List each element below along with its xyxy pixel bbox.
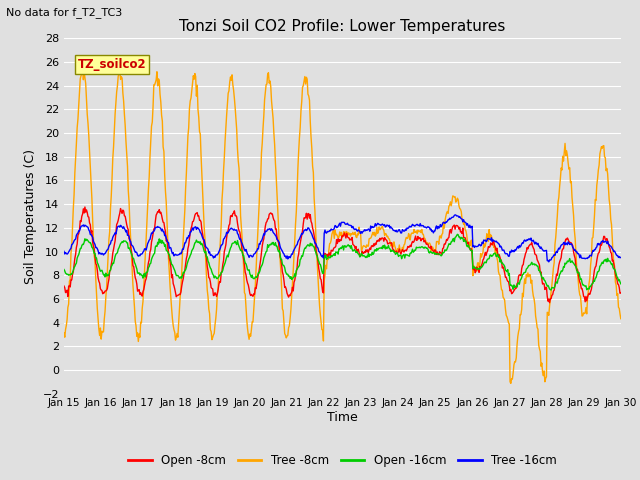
Tree -8cm xyxy=(70,192,78,198)
Open -16cm xyxy=(70,265,78,271)
Tree -16cm xyxy=(617,254,625,260)
Open -16cm xyxy=(60,267,68,273)
Line: Open -16cm: Open -16cm xyxy=(64,234,621,290)
Tree -16cm xyxy=(545,259,552,264)
Open -8cm xyxy=(185,242,193,248)
Line: Tree -8cm: Tree -8cm xyxy=(64,68,621,384)
Tree -8cm xyxy=(60,330,68,336)
Open -8cm xyxy=(428,243,435,249)
Open -8cm xyxy=(214,287,222,293)
Text: No data for f_T2_TC3: No data for f_T2_TC3 xyxy=(6,7,123,18)
Tree -16cm xyxy=(410,222,418,228)
Text: TZ_soilco2: TZ_soilco2 xyxy=(78,58,147,71)
Tree -16cm xyxy=(70,238,78,244)
Open -8cm xyxy=(128,252,136,258)
Open -8cm xyxy=(411,236,419,242)
Title: Tonzi Soil CO2 Profile: Lower Temperatures: Tonzi Soil CO2 Profile: Lower Temperatur… xyxy=(179,20,506,35)
Line: Open -8cm: Open -8cm xyxy=(64,207,621,303)
Open -16cm xyxy=(410,249,418,254)
Tree -8cm xyxy=(507,381,515,386)
Tree -8cm xyxy=(428,248,435,253)
Tree -8cm xyxy=(79,65,86,71)
Open -16cm xyxy=(547,287,555,293)
Open -8cm xyxy=(81,204,89,210)
Open -8cm xyxy=(546,300,554,306)
Tree -16cm xyxy=(127,242,135,248)
Tree -8cm xyxy=(128,268,136,274)
Tree -8cm xyxy=(617,316,625,322)
Tree -8cm xyxy=(185,125,193,131)
Tree -16cm xyxy=(214,252,221,258)
Tree -16cm xyxy=(60,249,68,254)
Open -16cm xyxy=(184,258,192,264)
Open -16cm xyxy=(127,251,135,257)
Tree -16cm xyxy=(426,227,434,233)
Open -16cm xyxy=(214,276,221,281)
X-axis label: Time: Time xyxy=(327,411,358,424)
Open -8cm xyxy=(60,283,68,289)
Open -16cm xyxy=(454,231,461,237)
Line: Tree -16cm: Tree -16cm xyxy=(64,215,621,262)
Open -16cm xyxy=(617,281,625,287)
Tree -16cm xyxy=(451,212,459,218)
Tree -16cm xyxy=(184,235,192,241)
Tree -8cm xyxy=(411,229,419,235)
Y-axis label: Soil Temperatures (C): Soil Temperatures (C) xyxy=(24,148,37,284)
Open -8cm xyxy=(617,290,625,296)
Open -16cm xyxy=(426,249,434,254)
Open -8cm xyxy=(70,262,78,267)
Tree -8cm xyxy=(214,286,222,292)
Legend: Open -8cm, Tree -8cm, Open -16cm, Tree -16cm: Open -8cm, Tree -8cm, Open -16cm, Tree -… xyxy=(124,449,561,472)
